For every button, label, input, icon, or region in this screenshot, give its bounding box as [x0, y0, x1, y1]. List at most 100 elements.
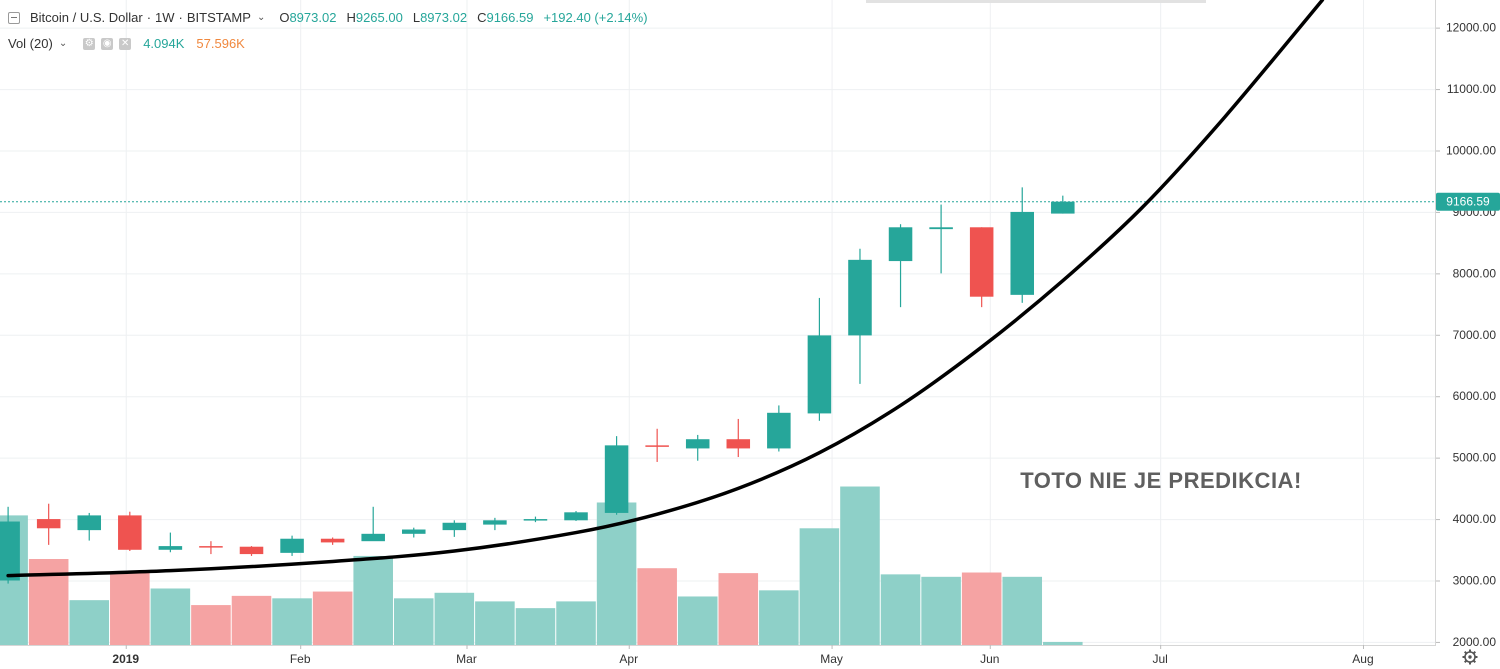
candle	[442, 520, 467, 537]
candle	[401, 527, 426, 538]
close-icon[interactable]: ✕	[119, 37, 132, 50]
volume-bar	[799, 528, 840, 645]
candle-body	[199, 546, 223, 548]
volume-bar	[353, 555, 393, 645]
candle	[199, 541, 223, 555]
candle-body	[483, 520, 507, 525]
candle-body	[158, 546, 183, 550]
y-tick-label: 11000.00	[1447, 82, 1496, 96]
x-tick-label: Jul	[1152, 652, 1167, 666]
candle	[280, 535, 304, 556]
candle	[929, 204, 953, 274]
candle-body	[442, 522, 467, 531]
y-tick-label: 12000.00	[1446, 21, 1496, 35]
separator: ·	[146, 10, 152, 25]
candle-body	[1051, 201, 1075, 214]
volume-bar	[434, 592, 475, 645]
volume-legend: Vol (20) ⌄ ⚙ ◉ ✕ 4.094K 57.596K	[8, 36, 245, 51]
candle-body	[280, 538, 304, 553]
y-tick-label: 10000.00	[1446, 144, 1496, 158]
toolbar-edge	[866, 0, 1206, 3]
volume-label[interactable]: Vol (20)	[8, 36, 53, 51]
candle-body	[239, 546, 264, 555]
y-tick-label: 5000.00	[1453, 451, 1497, 465]
y-tick-label: 4000.00	[1453, 512, 1497, 526]
candle-body	[118, 515, 142, 550]
candle	[767, 405, 791, 452]
grid	[0, 0, 1436, 645]
candle-body	[523, 519, 548, 521]
volume-bar	[69, 600, 110, 645]
candles	[0, 187, 1075, 584]
volume-bar	[921, 576, 961, 645]
collapse-legend-icon[interactable]	[8, 11, 20, 24]
change-value: +192.40 (+2.14%)	[543, 10, 648, 25]
candle-body	[848, 259, 872, 336]
volume-ma-value: 57.596K	[196, 36, 245, 51]
visibility-icon[interactable]: ◉	[101, 37, 114, 50]
candle-body	[726, 439, 751, 449]
x-tick-label: May	[820, 652, 843, 666]
candle-body	[361, 533, 385, 542]
candle	[523, 516, 548, 523]
interval[interactable]: 1W	[155, 10, 175, 25]
candle-body	[888, 227, 913, 262]
volume-bar	[110, 572, 150, 645]
volume-bar	[718, 573, 759, 645]
chevron-down-icon[interactable]: ⌄	[58, 38, 68, 49]
price-label-bg	[1436, 192, 1500, 211]
candle-body	[604, 445, 629, 513]
y-tick-label: 3000.00	[1453, 574, 1497, 588]
candle	[685, 434, 710, 461]
volume-bar	[475, 601, 515, 645]
candle	[239, 546, 264, 556]
candle	[1051, 195, 1075, 214]
candle-body	[767, 412, 791, 449]
candle-body	[401, 529, 426, 534]
candle-body	[807, 335, 832, 414]
close-value: C9166.59	[477, 10, 534, 25]
symbol-legend: Bitcoin / U.S. Dollar · 1W · BITSTAMP ⌄ …	[8, 10, 654, 25]
candle-body	[969, 227, 994, 297]
volume-value: 4.094K	[143, 36, 185, 51]
candle-body	[929, 227, 953, 230]
candle	[848, 248, 872, 384]
volume-bar	[312, 591, 353, 645]
y-tick-label: 6000.00	[1453, 389, 1497, 403]
x-tick-label: Mar	[456, 652, 477, 666]
y-tick-label: 7000.00	[1453, 328, 1497, 342]
candle-body	[645, 445, 669, 447]
candle-body	[77, 515, 102, 531]
symbol-name[interactable]: Bitcoin / U.S. Dollar	[30, 10, 143, 25]
candle	[969, 227, 994, 308]
volume-bar	[28, 559, 69, 645]
volume-bar	[272, 598, 312, 645]
high-value: H9265.00	[346, 10, 403, 25]
x-tick-label: 2019	[112, 652, 139, 666]
price-label-text: 9166.59	[1446, 195, 1490, 209]
candle-body	[1010, 211, 1035, 295]
settings-gear-icon[interactable]	[1462, 649, 1478, 665]
volume-bar	[1002, 576, 1043, 645]
y-axis-ticks: 2000.00 3000.00 4000.00 5000.00 6000.00 7000.…	[1436, 21, 1496, 649]
chevron-down-icon[interactable]: ⌄	[256, 12, 266, 23]
candle	[1010, 187, 1035, 303]
candle-body	[685, 439, 710, 449]
open-value: O8973.02	[279, 10, 337, 25]
volume-bar	[150, 588, 191, 645]
candle	[361, 506, 385, 542]
candle	[564, 511, 588, 521]
candle	[158, 532, 183, 553]
volume-bars	[0, 486, 1083, 645]
volume-bar	[677, 596, 718, 645]
candle-body	[0, 521, 20, 581]
candle	[645, 428, 669, 462]
x-tick-label: Aug	[1352, 652, 1373, 666]
price-label: 9166.59	[1436, 192, 1500, 211]
candle	[888, 224, 913, 308]
volume-bar	[759, 590, 799, 645]
settings-icon[interactable]: ⚙	[83, 37, 96, 50]
candle	[0, 506, 20, 584]
